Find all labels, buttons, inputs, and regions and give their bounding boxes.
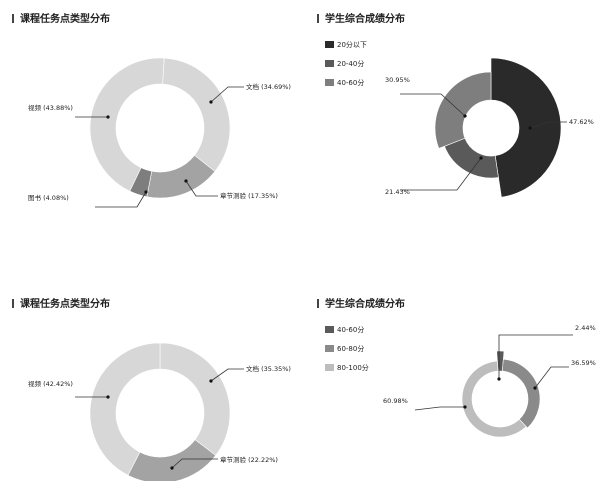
label-anchor-dot (106, 115, 110, 119)
label-leader-line (498, 334, 573, 379)
label-leader-line (210, 86, 244, 103)
label-anchor-dot (497, 377, 501, 381)
score-rose-chart: 2.44% 36.59% 60.98% (383, 324, 596, 438)
score-distribution-panel-2: 学生综合成绩分布 2.44% 36.59% 60.98% 40-60分 60-80分… (305, 285, 605, 481)
panel-title: 课程任务点类型分布 (12, 10, 110, 25)
title-accent-bar (12, 14, 14, 23)
donut-segment[interactable] (162, 57, 231, 172)
legend-item[interactable]: 80-100分 (325, 363, 369, 375)
legend-swatch (325, 345, 334, 352)
data-label: 文档 (35.35%) (246, 364, 291, 373)
donut-segment[interactable] (502, 358, 541, 429)
legend-label: 20-40分 (337, 60, 365, 68)
data-label: 图书 (4.08%) (28, 193, 69, 202)
task-type-donut-chart: 文档 (35.35%) 章节测验 (22.22%) 视频 (42.42%) (28, 342, 291, 481)
donut-segment[interactable] (461, 360, 527, 438)
label-anchor-dot (479, 156, 483, 160)
donut-segment[interactable] (490, 57, 562, 198)
legend-swatch (325, 41, 334, 48)
label-leader-line (534, 366, 569, 389)
label-anchor-dot (528, 126, 532, 130)
task-type-donut-chart: 视频 (43.88%) 文档 (34.69%) 章节测验 (17.35%) 图书 (4… (28, 57, 291, 208)
legend-swatch (325, 79, 334, 86)
label-anchor-dot (463, 405, 467, 409)
legend-label: 40-60分 (337, 79, 365, 87)
donut-segment[interactable] (89, 57, 165, 192)
title-accent-bar (12, 299, 14, 308)
panel-title-text: 课程任务点类型分布 (20, 14, 110, 25)
panel-title-text: 课程任务点类型分布 (20, 299, 110, 310)
label-anchor-dot (463, 114, 467, 118)
title-accent-bar (317, 14, 319, 23)
legend-item[interactable]: 40-60分 (325, 325, 369, 337)
legend-label: 20分以下 (337, 41, 367, 49)
score-rose-chart: 47.62% 21.43% 30.95% (385, 57, 594, 198)
chart-legend: 20分以下 20-40分 40-60分 (325, 40, 367, 97)
legend-item[interactable]: 20分以下 (325, 40, 367, 52)
donut-segment[interactable] (444, 137, 499, 179)
label-anchor-dot (106, 395, 110, 399)
legend-label: 60-80分 (337, 345, 365, 353)
donut-segment[interactable] (159, 342, 231, 456)
label-anchor-dot (144, 190, 148, 194)
donut-segment[interactable] (89, 342, 161, 476)
panel-title-text: 学生综合成绩分布 (325, 14, 405, 25)
panel-title: 学生综合成绩分布 (317, 10, 405, 25)
donut-segment[interactable] (127, 439, 217, 481)
panel-title-text: 学生综合成绩分布 (325, 299, 405, 310)
data-label: 60.98% (383, 397, 408, 405)
data-label: 视频 (43.88%) (28, 103, 73, 112)
donut-segment[interactable] (129, 167, 153, 198)
label-anchor-dot (209, 379, 213, 383)
donut-segment[interactable] (434, 71, 492, 149)
label-anchor-dot (184, 179, 188, 183)
title-accent-bar (317, 299, 319, 308)
legend-swatch (325, 364, 334, 371)
data-label: 47.62% (569, 118, 594, 126)
data-label: 21.43% (385, 188, 410, 196)
data-label: 章节测验 (22.22%) (220, 455, 278, 464)
legend-swatch (325, 60, 334, 67)
label-anchor-dot (533, 386, 537, 390)
chart-legend: 40-60分 60-80分 80-100分 (325, 325, 369, 382)
data-label: 36.59% (571, 359, 596, 367)
data-label: 文档 (34.69%) (246, 82, 291, 91)
panel-title: 学生综合成绩分布 (317, 295, 405, 310)
legend-item[interactable]: 60-80分 (325, 344, 369, 356)
score-distribution-panel-1: 学生综合成绩分布 47.62% 21.43% 30.95% 20分以下 20-40分… (305, 0, 605, 240)
legend-label: 40-60分 (337, 326, 365, 334)
legend-label: 80-100分 (337, 364, 369, 372)
data-label: 30.95% (385, 76, 410, 84)
task-type-panel-2: 课程任务点类型分布 文档 (35.35%) 章节测验 (22.22%) 视频 (42… (0, 285, 300, 481)
legend-item[interactable]: 40-60分 (325, 78, 367, 90)
label-leader-line (171, 458, 218, 469)
label-leader-line (400, 93, 466, 117)
task-type-panel-1: 课程任务点类型分布 视频 (43.88%) 文档 (34.69%) 章节测验 (17… (0, 0, 300, 240)
legend-swatch (325, 326, 334, 333)
data-label: 2.44% (575, 324, 596, 332)
label-leader-line (414, 406, 465, 411)
data-label: 视频 (42.42%) (28, 379, 73, 388)
panel-title: 课程任务点类型分布 (12, 295, 110, 310)
label-anchor-dot (170, 466, 174, 470)
data-label: 章节测验 (17.35%) (220, 191, 278, 200)
label-leader-line (529, 121, 567, 129)
label-leader-line (95, 191, 147, 208)
label-leader-line (210, 368, 244, 382)
legend-item[interactable]: 20-40分 (325, 59, 367, 71)
label-leader-line (400, 157, 482, 191)
label-anchor-dot (209, 100, 213, 104)
label-leader-line (185, 180, 218, 197)
